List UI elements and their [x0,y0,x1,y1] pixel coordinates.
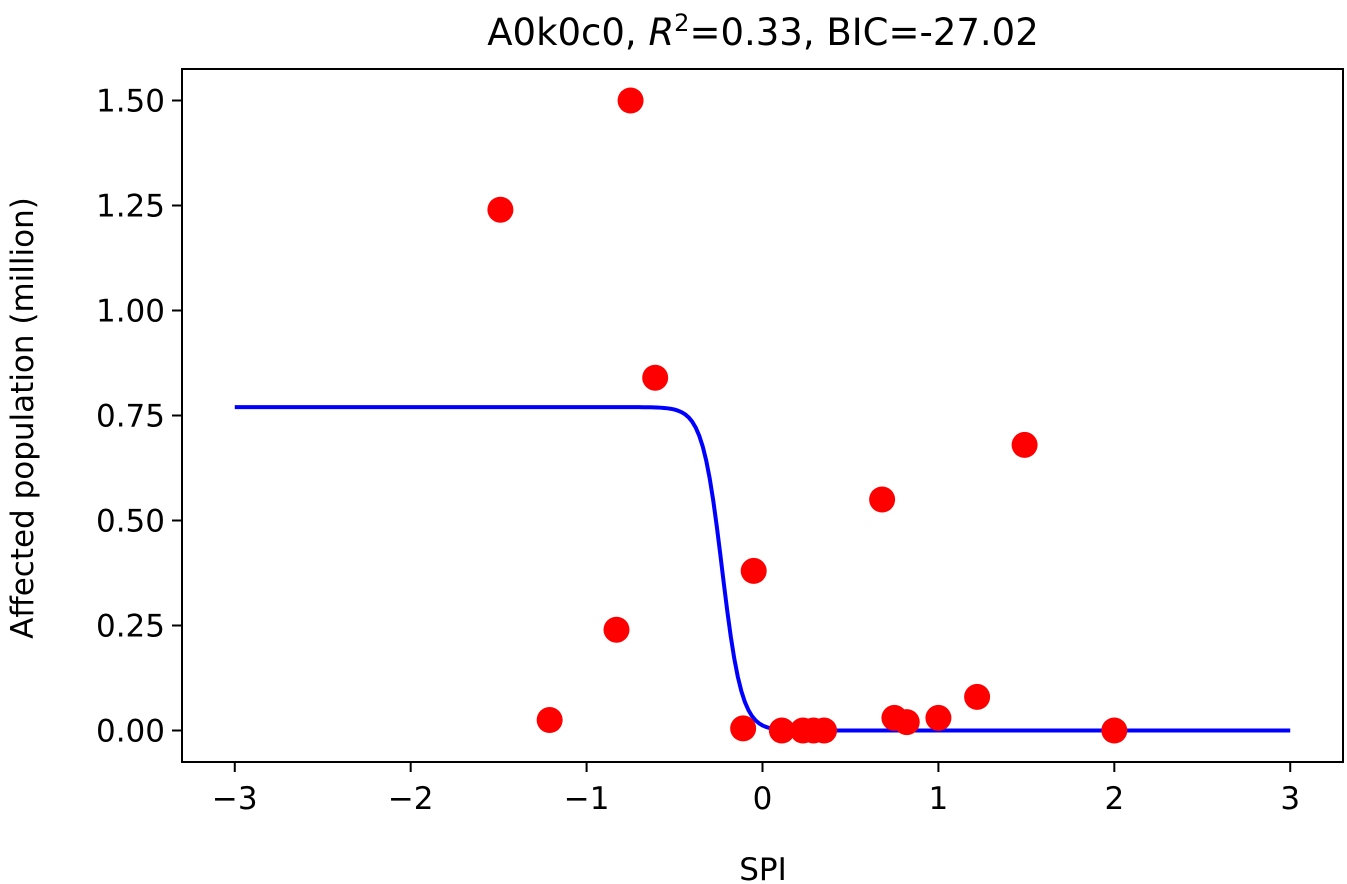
y-axis: 0.00 0.25 0.50 0.75 1.00 1.25 1.50 [96,84,182,750]
data-point [603,616,630,643]
x-tick-label: 2 [1104,781,1124,817]
y-axis-label: Affected population (million) [5,197,41,639]
data-point [811,717,838,744]
chart-title: A0k0c0, R2=0.33, BIC=-27.02 [487,9,1039,54]
data-point [1101,717,1128,744]
x-axis: −3 −2 −1 0 1 2 3 [212,762,1300,817]
data-point [642,364,669,391]
data-point [536,707,563,733]
data-point [487,196,514,223]
x-tick-label: −2 [388,781,434,817]
y-tick-label: 0.50 [96,504,165,540]
y-tick-label: 0.00 [96,714,165,750]
x-tick-label: 3 [1280,781,1300,817]
data-point [1011,431,1038,458]
data-point [768,717,795,744]
data-point [740,557,767,584]
x-tick-label: −1 [564,781,610,817]
y-tick-label: 0.25 [96,609,165,645]
title-prefix: A0k0c0, [487,11,648,54]
title-r-exponent: 2 [674,9,689,37]
x-tick-label: −3 [212,781,258,817]
y-tick-label: 1.25 [96,189,165,225]
x-axis-label: SPI [739,852,787,884]
data-point [617,87,644,114]
data-point [964,683,991,710]
title-r-symbol: R [648,11,674,54]
data-point [730,715,757,742]
scatter-points [487,87,1128,744]
plot-area [234,87,1291,744]
y-tick-label: 0.75 [96,399,165,435]
data-point [925,704,952,731]
data-point [869,486,896,513]
x-tick-label: 0 [753,781,773,817]
y-tick-label: 1.50 [96,84,165,120]
x-tick-label: 1 [929,781,949,817]
y-tick-label: 1.00 [96,294,165,330]
data-point [893,709,920,736]
title-suffix: =0.33, BIC=-27.02 [689,11,1038,54]
axes-frame [181,68,1344,763]
